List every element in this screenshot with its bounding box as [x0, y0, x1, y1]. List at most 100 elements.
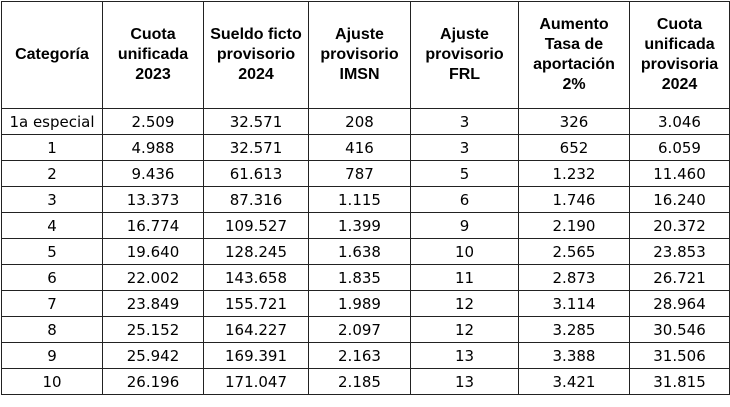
- value-cell: 6: [410, 186, 519, 213]
- value-cell: 4.988: [102, 134, 204, 161]
- category-cell: 10: [1, 368, 103, 395]
- value-cell: 1.835: [308, 264, 411, 291]
- value-cell: 13: [410, 368, 519, 395]
- value-cell: 10: [410, 238, 519, 265]
- column-header-line: provisorio: [320, 46, 399, 63]
- column-header-line: 2024: [238, 66, 274, 83]
- category-cell: 6: [1, 264, 103, 291]
- value-cell: 2.509: [102, 108, 204, 135]
- column-header-line: Aumento: [539, 16, 609, 33]
- value-cell: 13.373: [102, 186, 204, 213]
- column-header-line: provisoria: [640, 56, 719, 73]
- value-cell: 2.185: [308, 368, 411, 395]
- value-cell: 9: [410, 212, 519, 239]
- value-cell: 164.227: [203, 316, 309, 343]
- value-cell: 25.152: [102, 316, 204, 343]
- column-header-line: FRL: [448, 66, 481, 83]
- value-cell: 13: [410, 342, 519, 369]
- column-header: Cuota unificada provisoria 2024: [629, 1, 730, 109]
- value-cell: 9.436: [102, 160, 204, 187]
- column-header-line: Sueldo ficto: [210, 26, 302, 43]
- value-cell: 2.565: [518, 238, 630, 265]
- column-header: Ajuste provisorio IMSN: [308, 1, 411, 109]
- value-cell: 3: [410, 108, 519, 135]
- value-cell: 19.640: [102, 238, 204, 265]
- value-cell: 3.114: [518, 290, 630, 317]
- value-cell: 5: [410, 160, 519, 187]
- value-cell: 2.097: [308, 316, 411, 343]
- value-cell: 12: [410, 290, 519, 317]
- category-cell: 8: [1, 316, 103, 343]
- value-cell: 3.421: [518, 368, 630, 395]
- value-cell: 12: [410, 316, 519, 343]
- table-row: 7 23.849 155.721 1.989 12 3.114 28.964: [1, 290, 730, 317]
- column-header-line: Cuota: [656, 16, 703, 33]
- value-cell: 31.506: [629, 342, 730, 369]
- value-cell: 3.285: [518, 316, 630, 343]
- value-cell: 26.721: [629, 264, 730, 291]
- value-cell: 1.115: [308, 186, 411, 213]
- value-cell: 169.391: [203, 342, 309, 369]
- column-header-line: provisorio: [425, 46, 504, 63]
- value-cell: 30.546: [629, 316, 730, 343]
- value-cell: 87.316: [203, 186, 309, 213]
- table-row: 3 13.373 87.316 1.115 6 1.746 16.240: [1, 186, 730, 213]
- column-header: Sueldo ficto provisorio 2024: [203, 1, 309, 109]
- column-header: Categoría: [1, 1, 103, 109]
- category-cell: 5: [1, 238, 103, 265]
- value-cell: 11.460: [629, 160, 730, 187]
- value-cell: 3.046: [629, 108, 730, 135]
- table-row: 6 22.002 143.658 1.835 11 2.873 26.721: [1, 264, 730, 291]
- table-row: 9 25.942 169.391 2.163 13 3.388 31.506: [1, 342, 730, 369]
- table-body: 1a especial 2.509 32.571 208 3 326 3.046 1 4.988…: [1, 108, 730, 395]
- table-row: 10 26.196 171.047 2.185 13 3.421 31.815: [1, 368, 730, 395]
- column-header-line: Ajuste: [335, 26, 384, 43]
- column-header-line: Categoría: [15, 46, 89, 63]
- table-row: 8 25.152 164.227 2.097 12 3.285 30.546: [1, 316, 730, 343]
- table-row: 1 4.988 32.571 416 3 652 6.059: [1, 134, 730, 161]
- table-row: 1a especial 2.509 32.571 208 3 326 3.046: [1, 108, 730, 135]
- value-cell: 128.245: [203, 238, 309, 265]
- column-header-line: provisorio: [216, 46, 296, 63]
- value-cell: 652: [518, 134, 630, 161]
- column-header: Cuota unificada 2023: [102, 1, 204, 109]
- value-cell: 143.658: [203, 264, 309, 291]
- column-header-line: unificada: [117, 46, 189, 63]
- category-cell: 4: [1, 212, 103, 239]
- category-cell: 1: [1, 134, 103, 161]
- column-header-line: Cuota: [130, 26, 176, 43]
- value-cell: 25.942: [102, 342, 204, 369]
- value-cell: 1.989: [308, 290, 411, 317]
- value-cell: 22.002: [102, 264, 204, 291]
- table-row: 2 9.436 61.613 787 5 1.232 11.460: [1, 160, 730, 187]
- column-header-line: Tasa de: [544, 36, 604, 53]
- value-cell: 2.163: [308, 342, 411, 369]
- value-cell: 23.853: [629, 238, 730, 265]
- value-cell: 61.613: [203, 160, 309, 187]
- value-cell: 1.638: [308, 238, 411, 265]
- column-header: Ajuste provisorio FRL: [410, 1, 519, 109]
- value-cell: 31.815: [629, 368, 730, 395]
- category-cell: 9: [1, 342, 103, 369]
- value-cell: 3.388: [518, 342, 630, 369]
- value-cell: 20.372: [629, 212, 730, 239]
- table-row: 4 16.774 109.527 1.399 9 2.190 20.372: [1, 212, 730, 239]
- value-cell: 16.240: [629, 186, 730, 213]
- value-cell: 23.849: [102, 290, 204, 317]
- value-cell: 11: [410, 264, 519, 291]
- value-cell: 326: [518, 108, 630, 135]
- value-cell: 28.964: [629, 290, 730, 317]
- value-cell: 109.527: [203, 212, 309, 239]
- column-header-line: aportación: [533, 56, 615, 73]
- value-cell: 416: [308, 134, 411, 161]
- value-cell: 1.746: [518, 186, 630, 213]
- value-cell: 155.721: [203, 290, 309, 317]
- column-header-line: Ajuste: [440, 26, 489, 43]
- value-cell: 26.196: [102, 368, 204, 395]
- column-header: Aumento Tasa de aportación 2%: [518, 1, 630, 109]
- value-cell: 1.232: [518, 160, 630, 187]
- header-row: Categoría Cuota unificada 2023 Sueldo ficto p…: [1, 1, 730, 109]
- category-cell: 1a especial: [1, 108, 103, 135]
- value-cell: 171.047: [203, 368, 309, 395]
- value-cell: 16.774: [102, 212, 204, 239]
